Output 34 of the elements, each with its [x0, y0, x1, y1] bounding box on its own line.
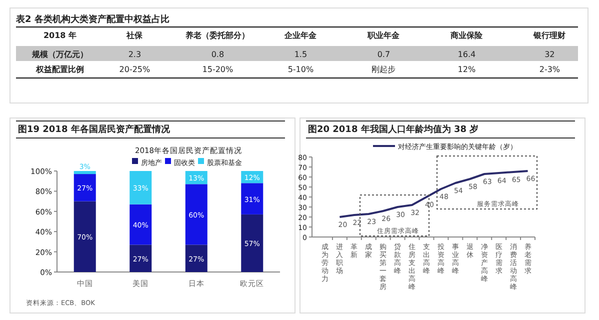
legend-title: 2018 年	[43, 31, 77, 40]
category-label: 规模（万亿元）	[32, 50, 88, 59]
category-label: 职业年金	[366, 31, 401, 40]
text: 20-25%	[119, 65, 150, 74]
bar	[74, 201, 96, 272]
category-label: 社保	[126, 31, 144, 40]
category-label: 企业年金	[284, 31, 318, 40]
bar	[130, 244, 152, 272]
text: 1.5	[294, 50, 308, 59]
bar	[241, 183, 264, 214]
bar	[185, 184, 208, 245]
category-label: 银行理财	[532, 31, 566, 40]
text: 表2 各类机构大类资产配置中权益占比	[15, 14, 170, 25]
bar	[241, 214, 264, 272]
category-label: 养老（委托部分）	[184, 30, 250, 40]
category-label: 权益配置比例	[36, 65, 84, 74]
category-label: 商业保险	[450, 30, 484, 40]
bar	[130, 171, 152, 204]
bar	[74, 171, 96, 174]
text: 5-10%	[288, 65, 314, 74]
bar	[185, 244, 208, 272]
text: 刚起步	[372, 65, 396, 74]
text: 2-3%	[539, 65, 560, 74]
text: 32	[544, 50, 555, 59]
text: 16.4	[458, 50, 476, 59]
text: 2.3	[128, 50, 142, 59]
text: 0.8	[211, 50, 224, 59]
bar	[74, 174, 96, 202]
text: 12%	[458, 65, 476, 74]
text: 0.7	[377, 50, 390, 59]
chart-title: 图19 2018 年各国居民资产配置情况	[18, 124, 171, 135]
text: 15-20%	[202, 65, 234, 74]
bar	[130, 204, 152, 245]
chart-title: 图20 2018 年我国人口年龄均值为 38 岁	[308, 124, 479, 135]
